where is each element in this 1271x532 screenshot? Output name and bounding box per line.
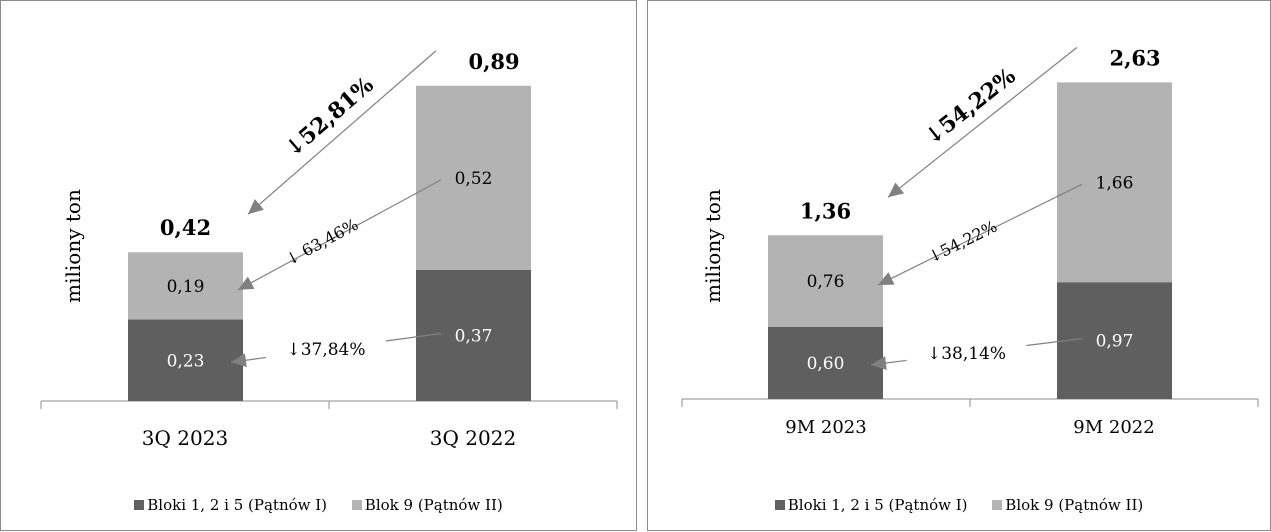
y-axis-label: miliony ton (61, 189, 85, 303)
legend-label-bloki: Bloki 1, 2 i 5 (Pątnów I) (787, 496, 968, 514)
total-label-0: 1,36 (800, 198, 851, 223)
change-arrowhead-lower (231, 353, 247, 368)
change-arrow-total (247, 50, 437, 215)
change-arrow-lower-a (385, 332, 442, 342)
data-label-bloki-1: 0,97 (1096, 332, 1134, 352)
legend-9m: Bloki 1, 2 i 5 (Pątnów I) Blok 9 (Pątnów… (648, 496, 1270, 514)
legend-swatch-dark (774, 500, 785, 510)
data-label-bloki-0: 0,60 (807, 354, 845, 374)
total-label-1: 2,63 (1110, 45, 1161, 70)
change-label-upper: ↓54,22% (925, 217, 1000, 267)
change-arrow-upper (877, 183, 1083, 286)
change-label-total: ↓52,81% (280, 72, 379, 163)
bar-3q-blok9-0 (128, 252, 243, 320)
data-label-blok9-1: 0,52 (455, 169, 493, 189)
data-label-bloki-0: 0,23 (167, 351, 205, 371)
bar-9m-blok9-1 (1057, 82, 1172, 283)
change-label-lower: ↓37,84% (286, 340, 365, 360)
chart-panel-3q: miliony ton 0,23 0,19 0,42 3Q 2023 0,37 0,52 0,… (0, 0, 637, 531)
y-axis-label: miliony ton (701, 189, 725, 303)
change-arrowhead-total (248, 199, 264, 215)
change-arrowhead-upper (878, 272, 895, 286)
legend-item-bloki-9m: Bloki 1, 2 i 5 (Pątnów I) (774, 496, 968, 514)
category-label-1: 3Q 2022 (430, 426, 516, 450)
bar-9m-blok9-0 (768, 235, 883, 327)
change-arrow-total (887, 46, 1078, 198)
data-label-blok9-1: 1,66 (1096, 173, 1134, 193)
bar-3q-bloki-0 (128, 319, 243, 401)
legend-label-blok9: Blok 9 (Pątnów II) (364, 496, 503, 514)
legend-item-bloki-3q: Bloki 1, 2 i 5 (Pątnów I) (134, 496, 327, 514)
legend-swatch-light (351, 500, 362, 510)
data-label-blok9-0: 0,19 (167, 277, 205, 297)
change-label-upper: ↓ 63,46% (282, 215, 361, 270)
legend-label-bloki: Bloki 1, 2 i 5 (Pątnów I) (147, 496, 328, 514)
total-label-0: 0,42 (160, 215, 211, 240)
chart-9m-svg: miliony ton 0,60 0,76 1,36 9M 2023 0,97 1,66 2,… (681, 45, 1259, 438)
bar-3q-blok9-1 (416, 85, 531, 270)
change-label-lower: ↓38,14% (927, 344, 1006, 364)
total-label-1: 0,89 (469, 49, 520, 74)
data-label-bloki-1: 0,37 (455, 326, 493, 346)
legend-item-blok9-3q: Blok 9 (Pątnów II) (351, 496, 503, 514)
change-arrowhead-lower (871, 356, 887, 370)
change-arrow-upper (237, 179, 442, 291)
chart-3q-svg: miliony ton 0,23 0,19 0,42 3Q 2023 0,37 0,52 0,… (40, 49, 618, 450)
legend-swatch-light (992, 500, 1003, 510)
category-label-0: 3Q 2023 (142, 426, 228, 450)
legend-label-blok9: Blok 9 (Pątnów II) (1005, 496, 1144, 514)
chart-panel-9m: miliony ton 0,60 0,76 1,36 9M 2023 0,97 1,66 2,… (647, 0, 1271, 531)
legend-swatch-dark (134, 500, 145, 510)
category-label-0: 9M 2023 (785, 417, 866, 438)
legend-item-blok9-9m: Blok 9 (Pątnów II) (992, 496, 1143, 514)
panel-divider (637, 0, 647, 531)
change-label-total: ↓54,22% (920, 63, 1021, 151)
category-label-1: 9M 2022 (1073, 417, 1154, 438)
bar-9m-bloki-1 (1057, 282, 1172, 399)
change-arrowhead-total (888, 182, 905, 198)
change-arrow-lower-a (1026, 338, 1083, 347)
legend-3q: Bloki 1, 2 i 5 (Pątnów I) Blok 9 (Pątnów… (1, 496, 636, 514)
change-arrowhead-upper (238, 276, 255, 290)
bar-3q-bloki-1 (416, 269, 531, 401)
data-label-blok9-0: 0,76 (807, 272, 845, 292)
bar-9m-bloki-0 (768, 326, 883, 399)
